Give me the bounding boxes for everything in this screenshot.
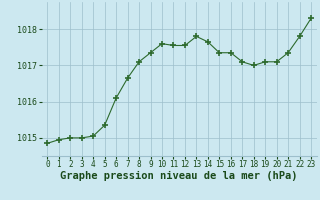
X-axis label: Graphe pression niveau de la mer (hPa): Graphe pression niveau de la mer (hPa) (60, 171, 298, 181)
